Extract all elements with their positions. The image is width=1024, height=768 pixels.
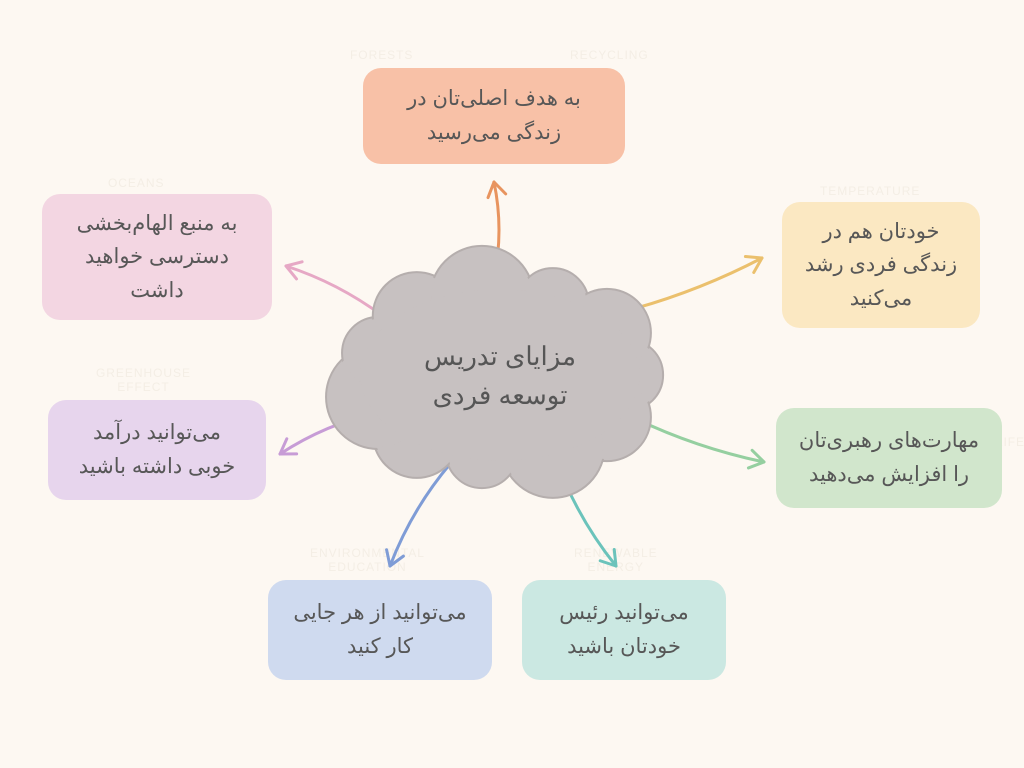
mindmap-node-bottom-left: می‌توانید از هر جاییکار کنید xyxy=(268,580,492,680)
mindmap-node-bottom-right: می‌توانید رئیسخودتان باشید xyxy=(522,580,726,680)
center-title: مزایای تدریستوسعه فردی xyxy=(360,337,640,415)
mindmap-node-left-lower: می‌توانید درآمدخوبی داشته باشید xyxy=(48,400,266,500)
mindmap-canvas: مزایای تدریستوسعه فردیFORESTSRECYCLINGبه… xyxy=(0,0,1024,768)
mindmap-node-left-upper: به منبع الهام‌بخشیدسترسی خواهیدداشت xyxy=(42,194,272,320)
mindmap-node-right-upper: خودتان هم درزندگی فردی رشدمی‌کنید xyxy=(782,202,980,328)
mindmap-node-top: به هدف اصلی‌تان درزندگی می‌رسید xyxy=(363,68,625,164)
mindmap-node-right-lower: مهارت‌های رهبری‌تانرا افزایش می‌دهید xyxy=(776,408,1002,508)
